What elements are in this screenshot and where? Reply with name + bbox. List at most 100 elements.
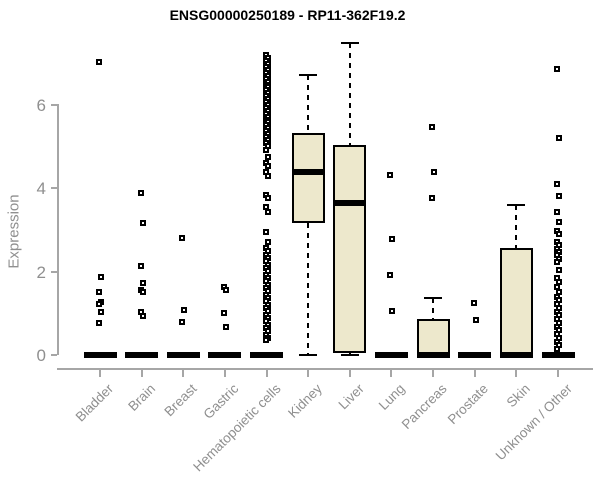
x-tick-label-liver: Liver	[335, 381, 367, 413]
outlier-point-unknown-other	[554, 181, 561, 188]
x-tick	[557, 370, 560, 377]
median-kidney	[291, 169, 325, 176]
y-tick-label: 2	[36, 262, 46, 282]
median-bladder	[83, 352, 117, 358]
x-tick-label-lung: Lung	[376, 381, 409, 413]
outlier-point-gastric	[220, 309, 227, 316]
box-skin	[499, 247, 533, 355]
x-axis-line	[57, 368, 593, 370]
median-liver	[333, 199, 367, 206]
outlier-point-brain	[139, 289, 146, 296]
outlier-point-lung	[387, 171, 394, 178]
outlier-point-hematopoietic-cells	[262, 229, 269, 236]
box-pancreas	[416, 319, 450, 355]
x-tick-label-prostate: Prostate	[445, 381, 492, 428]
outlier-point-hematopoietic-cells	[264, 195, 271, 202]
lower-whisker-cap-kidney	[299, 354, 318, 356]
x-tick	[140, 370, 143, 377]
outlier-point-bladder	[96, 301, 102, 308]
x-tick	[390, 370, 393, 377]
y-tick	[51, 103, 57, 106]
outlier-point-hematopoietic-cells	[264, 163, 271, 170]
x-tick	[348, 370, 351, 377]
x-tick	[473, 370, 476, 377]
median-gastric	[208, 352, 242, 358]
x-tick-label-unknown-other: Unknown / Other	[492, 381, 575, 464]
y-tick-label: 6	[36, 95, 46, 115]
outlier-point-unknown-other	[554, 209, 561, 216]
outlier-point-hematopoietic-cells	[264, 239, 271, 246]
y-tick	[51, 187, 57, 190]
median-breast	[166, 352, 200, 358]
x-tick	[265, 370, 268, 377]
outlier-point-hematopoietic-cells	[264, 154, 271, 161]
outlier-point-unknown-other	[554, 259, 561, 266]
outlier-point-unknown-other	[556, 231, 563, 238]
median-pancreas	[416, 352, 450, 358]
lower-whisker-kidney	[307, 222, 310, 355]
outlier-point-unknown-other	[556, 219, 563, 226]
lower-whisker-cap-liver	[340, 354, 359, 356]
outlier-point-pancreas	[429, 124, 436, 131]
outlier-point-lung	[389, 236, 396, 243]
outlier-point-hematopoietic-cells	[264, 209, 271, 216]
y-tick-label: 0	[36, 346, 46, 365]
x-tick-label-kidney: Kidney	[285, 381, 325, 421]
outlier-point-breast	[179, 319, 186, 326]
median-lung	[374, 352, 408, 358]
y-axis-line	[57, 104, 59, 355]
median-prostate	[458, 352, 492, 358]
outlier-point-gastric	[222, 287, 229, 294]
outlier-point-brain	[139, 312, 146, 319]
outlier-point-hematopoietic-cells	[262, 146, 269, 153]
outlier-point-unknown-other	[556, 266, 563, 273]
y-tick-label: 4	[36, 179, 46, 199]
x-tick-label-breast: Breast	[161, 381, 200, 420]
x-tick-label-brain: Brain	[125, 381, 159, 414]
y-tick	[51, 270, 57, 273]
x-tick	[515, 370, 518, 377]
outlier-point-pancreas	[431, 169, 438, 176]
outlier-point-prostate	[470, 299, 477, 306]
outlier-point-lung	[389, 307, 396, 314]
chart-title: ENSG00000250189 - RP11-362F19.2	[169, 7, 406, 23]
outlier-point-bladder	[96, 319, 102, 326]
outlier-point-gastric	[222, 323, 229, 330]
outlier-point-hematopoietic-cells	[262, 337, 269, 344]
outlier-point-brain	[137, 262, 144, 269]
x-tick	[182, 370, 185, 377]
outlier-point-breast	[181, 306, 188, 313]
outlier-point-brain	[139, 279, 146, 286]
outlier-point-unknown-other	[554, 66, 561, 73]
outlier-point-bladder	[98, 274, 104, 281]
outlier-point-bladder	[98, 309, 104, 316]
upper-whisker-skin	[515, 204, 518, 248]
outlier-point-pancreas	[429, 195, 436, 202]
lower-whisker-liver	[348, 352, 351, 355]
outlier-point-bladder	[96, 289, 102, 296]
outlier-point-hematopoietic-cells	[264, 173, 271, 180]
outlier-point-unknown-other	[556, 135, 563, 142]
y-tick	[51, 354, 57, 356]
x-tick	[307, 370, 310, 377]
x-tick-label-gastric: Gastric	[200, 381, 242, 422]
outlier-point-brain	[139, 220, 146, 227]
outlier-point-lung	[387, 271, 394, 278]
outlier-point-prostate	[472, 316, 479, 323]
upper-whisker-cap-pancreas	[424, 296, 443, 299]
x-tick-label-skin: Skin	[503, 381, 534, 411]
upper-whisker-cap-skin	[507, 203, 526, 206]
outlier-point-brain	[137, 190, 144, 197]
upper-whisker-liver	[348, 43, 351, 145]
x-tick	[99, 370, 101, 377]
median-hematopoietic-cells	[250, 352, 284, 358]
median-brain	[125, 352, 159, 358]
x-tick	[432, 370, 435, 377]
outlier-point-unknown-other	[554, 346, 561, 353]
upper-whisker-pancreas	[432, 297, 435, 320]
box-liver	[333, 144, 367, 353]
box-kidney	[291, 133, 325, 223]
x-tick	[223, 370, 226, 377]
outlier-point-bladder	[96, 59, 102, 66]
